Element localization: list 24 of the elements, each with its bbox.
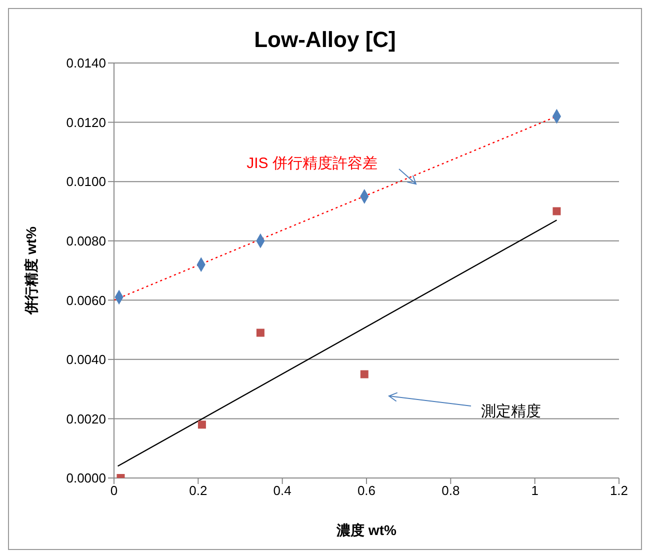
point bbox=[198, 420, 206, 429]
point bbox=[552, 207, 561, 216]
x-tick-label: 0.4 bbox=[273, 483, 292, 498]
y-tick-label: 0.0080 bbox=[66, 233, 106, 248]
y-tick-label: 0.0020 bbox=[66, 411, 106, 426]
x-tick-label: 1 bbox=[531, 483, 538, 498]
annotation: 測定精度 bbox=[481, 402, 541, 420]
y-tick-label: 0.0040 bbox=[66, 352, 106, 368]
y-tick-label: 0.0120 bbox=[66, 114, 106, 130]
annotation: JIS 併行精度許容差 bbox=[246, 154, 378, 172]
x-tick-label: 0.6 bbox=[357, 483, 376, 498]
chart-title: Low-Alloy [C] bbox=[253, 27, 397, 53]
y-tick-label: 0.0140 bbox=[66, 56, 106, 71]
point bbox=[256, 328, 264, 337]
x-tick-label: 0.2 bbox=[189, 483, 208, 498]
x-tick-label: 0 bbox=[110, 483, 118, 498]
y-tick-label: 0.0060 bbox=[66, 292, 106, 308]
point bbox=[360, 370, 368, 378]
y-tick-label: 0.0000 bbox=[66, 470, 106, 486]
x-axis-title: 濃度 wt% bbox=[336, 522, 397, 538]
y-axis-title: 併行精度 wt% bbox=[22, 226, 39, 316]
y-tick-label: 0.0100 bbox=[66, 174, 106, 190]
x-tick-label: 0.8 bbox=[442, 483, 460, 498]
x-tick-label: 1.2 bbox=[610, 483, 628, 498]
